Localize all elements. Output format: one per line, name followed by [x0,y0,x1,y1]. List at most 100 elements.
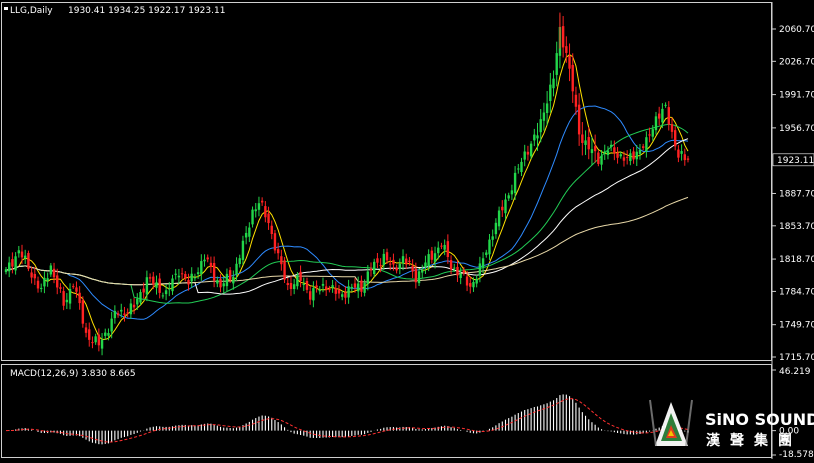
candle-body [235,263,238,275]
candle-body [68,288,72,304]
candle-body [139,292,142,303]
candle-body [353,283,357,288]
candle-body [187,279,190,285]
candle-body [379,264,382,266]
candle-body [40,287,43,289]
candle-body [321,283,325,286]
candle-body [296,275,299,287]
last-price-label: 1923.11 [777,156,814,166]
macd-tick-label: 0.00 [779,427,799,437]
price-tick-label: 1887.70 [779,189,814,199]
candle-body [280,256,283,265]
candle-body [340,294,344,297]
candle-body [437,247,440,254]
candle-body [619,154,622,157]
candle-body [81,300,85,324]
candle-body [629,153,632,162]
candle-body [225,273,229,287]
candle-body [257,203,261,210]
candle-body [331,285,334,288]
candle-body [481,258,485,268]
candle-body [376,258,379,263]
candle-body [667,107,670,125]
candle-body [683,154,686,161]
candle-body [542,112,546,121]
candle-body [587,137,590,150]
candle-body [94,336,97,343]
candle-body [654,116,658,131]
candle-body [485,252,488,255]
candle-body [8,262,11,272]
candle-body [302,284,305,286]
candle-body [190,273,193,282]
candle-body [260,200,264,203]
candle-body [677,149,680,158]
price-tick-label: 1784.70 [779,287,814,297]
candle-body [30,272,33,278]
symbol-marker-icon [4,7,8,10]
candle-body [158,278,161,293]
candle-body [72,286,75,288]
candle-body [622,157,626,161]
candle-body [664,104,667,106]
candle-body [161,295,165,297]
candle-body [222,283,225,287]
candle-body [123,313,126,315]
candle-body [62,291,65,306]
candle-body [241,240,245,260]
candle-body [36,280,40,289]
candle-body [88,329,91,340]
candle-body [312,288,315,301]
candle-body [488,239,491,255]
price-tick-label: 1749.70 [779,321,814,331]
candle-body [116,313,120,316]
candle-body [565,46,568,53]
candle-body [273,233,277,251]
candle-body [673,130,677,147]
candle-body [168,288,171,290]
candle-body [475,278,478,284]
candle-body [680,151,683,154]
candle-body [136,298,139,305]
main-panel-frame [1,2,772,361]
candle-body [401,256,405,264]
candle-body [657,113,661,119]
candle-body [411,265,414,272]
candle-body [264,206,267,218]
candle-body [145,277,149,295]
candle-body [209,262,213,267]
candle-body [453,267,456,269]
candle-body [405,258,408,265]
candle-body [597,152,600,164]
candle-body [196,272,200,275]
candle-body [126,312,129,314]
candle-body [11,259,14,267]
candle-body [14,256,17,271]
candle-body [574,94,578,107]
candle-body [27,252,30,269]
candle-body [497,210,501,227]
moving-averages [5,53,689,340]
candle-body [571,64,574,92]
candle-body [395,267,398,271]
candle-body [456,266,459,276]
candle-body [324,286,328,290]
candle-body [510,190,514,195]
candle-body [334,288,337,294]
candle-body [469,283,472,287]
price-tick-label: 2060.70 [779,25,814,35]
price-tick-label: 1956.70 [779,124,814,134]
candle-body [561,26,565,48]
candle-body [491,236,494,240]
candle-body [129,303,133,315]
candle-body [318,289,321,292]
candle-body [385,252,389,261]
candle-body [593,146,597,152]
candle-body [581,134,584,143]
candle-body [46,278,49,282]
candle-body [232,276,235,284]
price-tick-label: 1818.70 [779,255,814,265]
candle-body [533,134,536,141]
macd-axis: 46.219 0.00 -18.578 [772,367,814,460]
candle-body [357,283,360,292]
